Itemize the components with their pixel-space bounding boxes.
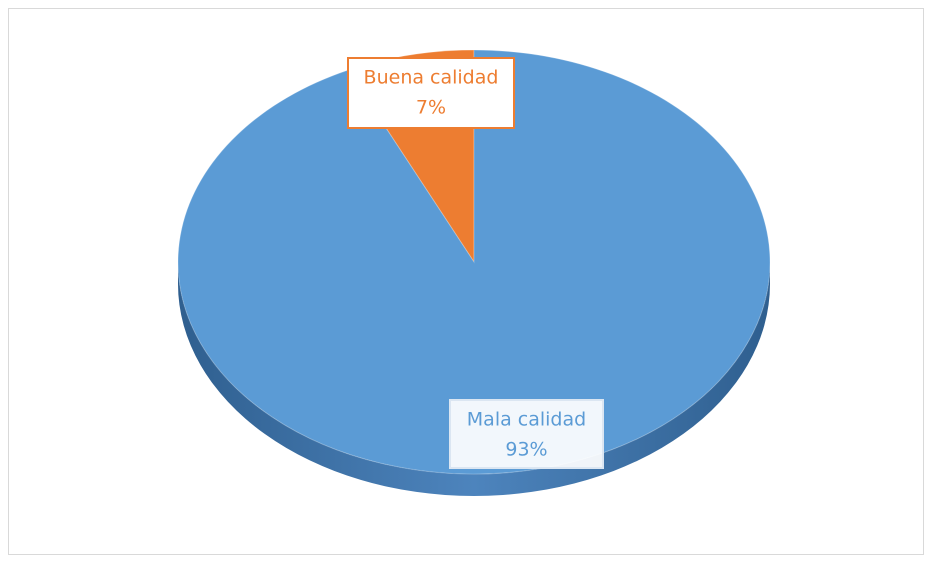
data-label-category: Buena calidad [364,67,499,89]
data-label-category: Mala calidad [467,409,586,431]
data-label-box [347,57,515,129]
data-label-value: 7% [416,97,446,119]
data-label-value: 93% [505,439,547,461]
data-label-box [449,399,604,469]
labels: Buena calidad 7% Mala calidad 93% [347,57,604,469]
